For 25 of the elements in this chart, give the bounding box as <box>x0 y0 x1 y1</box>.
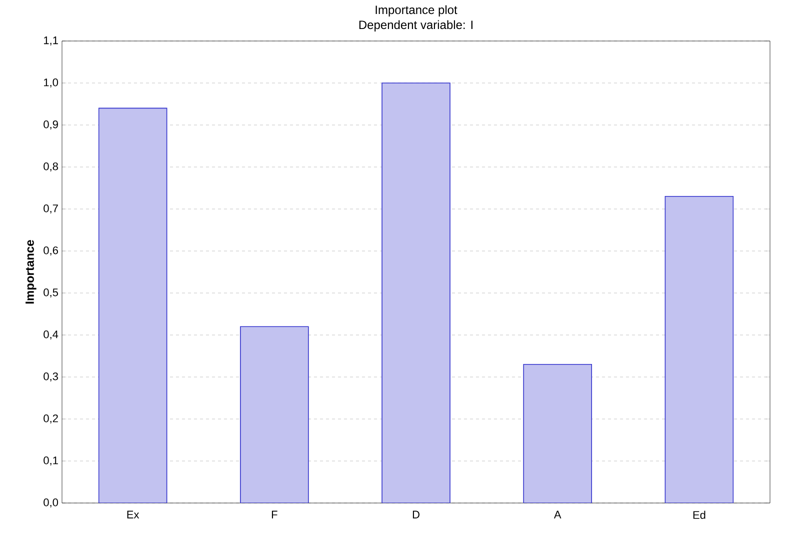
x-tick-label: A <box>554 510 562 518</box>
bar <box>240 326 309 503</box>
y-tick-label: 0,9 <box>44 120 58 130</box>
y-tick-label: 1,0 <box>44 78 58 88</box>
y-axis-title: Importance <box>26 240 36 304</box>
y-tick-label: 0,1 <box>44 456 58 466</box>
bar <box>664 196 734 503</box>
y-tick-label: 0,8 <box>44 162 58 172</box>
chart-subtitle: Dependent variable: I <box>359 20 472 32</box>
y-tick-label: 0,5 <box>44 288 58 298</box>
chart-title: Importance plot <box>376 5 458 16</box>
y-tick-label: 0,0 <box>44 498 58 508</box>
x-tick-label: F <box>272 510 278 518</box>
x-tick-label: Ex <box>127 510 140 518</box>
y-tick-label: 1,1 <box>44 36 58 46</box>
y-tick-label: 0,6 <box>44 246 58 256</box>
x-tick-label: Ed <box>693 510 706 519</box>
y-tick-label: 0,2 <box>44 414 58 424</box>
y-tick-label: 0,7 <box>44 204 58 214</box>
bar <box>98 108 168 503</box>
bar <box>523 364 592 503</box>
y-tick-label: 0,4 <box>44 330 58 340</box>
bar <box>382 82 450 503</box>
x-tick-label: D <box>412 510 420 518</box>
y-tick-label: 0,3 <box>44 372 58 382</box>
